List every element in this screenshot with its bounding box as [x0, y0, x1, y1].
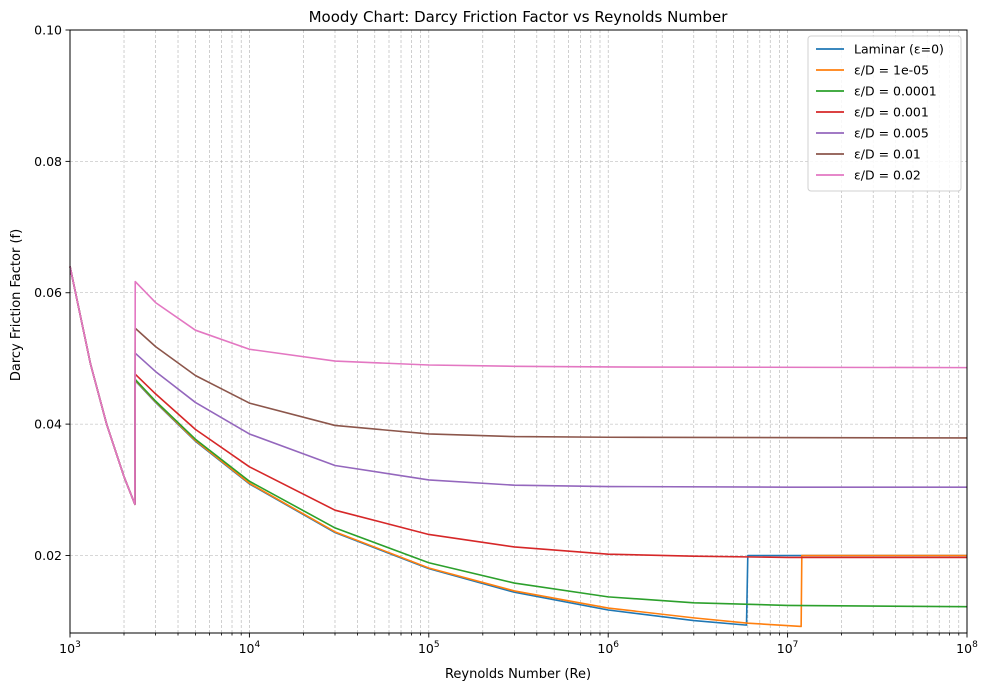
y-tick-label: 0.04 — [34, 417, 62, 432]
x-tick-label: 104 — [239, 640, 261, 656]
x-tick-label: 108 — [956, 640, 978, 656]
legend-entry: ε/D = 0.005 — [854, 126, 929, 141]
legend-entry: Laminar (ε=0) — [854, 42, 944, 57]
y-axis-label: Darcy Friction Factor (f) — [9, 229, 24, 381]
grid-lines — [69, 29, 967, 633]
legend: Laminar (ε=0) ε/D = 1e-05 ε/D = 0.0001 ε/D … — [807, 35, 962, 192]
legend-entry: ε/D = 1e-05 — [854, 63, 929, 78]
legend-box — [807, 35, 962, 192]
y-tick-label: 0.06 — [34, 285, 62, 300]
y-axis-ticks: 0.02 0.04 0.06 0.08 0.10 — [34, 23, 70, 563]
x-tick-label: 105 — [418, 640, 440, 656]
y-tick-label: 0.08 — [34, 154, 62, 169]
legend-entry: ε/D = 0.01 — [854, 147, 921, 162]
series-lines — [69, 266, 968, 628]
legend-entry: ε/D = 0.001 — [854, 105, 929, 120]
legend-entry: ε/D = 0.02 — [854, 168, 921, 183]
x-tick-label: 106 — [597, 640, 619, 656]
x-axis-ticks: 103 104 105 106 107 108 — [59, 633, 978, 656]
x-tick-label: 107 — [777, 640, 799, 656]
y-tick-label: 0.02 — [34, 548, 62, 563]
x-tick-label: 103 — [59, 640, 81, 656]
axes-frame — [69, 29, 968, 634]
y-tick-label: 0.10 — [34, 23, 62, 38]
legend-entry: ε/D = 0.0001 — [854, 84, 937, 99]
chart-title: Moody Chart: Darcy Friction Factor vs Re… — [309, 8, 729, 26]
x-axis-label: Reynolds Number (Re) — [445, 667, 591, 682]
series-line — [69, 266, 968, 506]
plot-area: 103 104 105 106 107 108 0.02 0.04 0.06 0.08 0.10 — [34, 23, 978, 657]
